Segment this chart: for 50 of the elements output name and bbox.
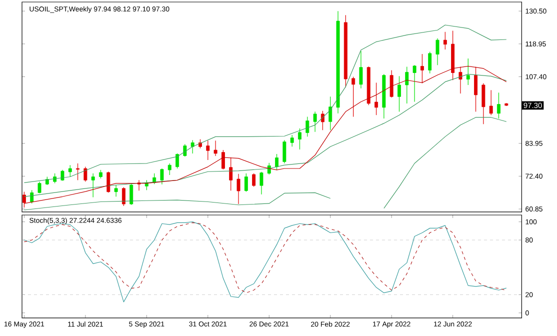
candlestick — [221, 150, 225, 170]
candlestick — [122, 186, 126, 206]
line-series — [24, 24, 507, 184]
candlestick — [91, 173, 95, 198]
candlestick — [214, 140, 218, 156]
candlestick — [168, 163, 172, 176]
candlestick — [390, 70, 394, 98]
candlestick — [190, 140, 194, 154]
candlestick — [489, 90, 493, 116]
candlestick — [252, 173, 256, 187]
candlestick — [282, 140, 286, 164]
candlestick — [359, 50, 363, 89]
candlestick — [482, 82, 486, 124]
candlestick — [352, 76, 356, 118]
candlestick — [160, 168, 164, 185]
candlestick — [298, 128, 302, 150]
candlestick — [206, 140, 210, 160]
candlestick — [244, 173, 248, 192]
candlestick — [290, 134, 294, 147]
candlestick — [412, 64, 416, 102]
candlestick — [497, 92, 500, 119]
candlestick — [76, 163, 80, 180]
candlestick — [30, 190, 34, 204]
candlestick — [405, 66, 409, 104]
candlestick — [428, 51, 432, 74]
candlestick — [183, 144, 187, 157]
candlestick — [313, 111, 317, 132]
candlestick — [420, 54, 424, 84]
candlestick — [106, 171, 110, 193]
candlestick — [114, 184, 118, 197]
candlestick — [68, 164, 72, 178]
candlestick — [130, 184, 134, 206]
candlestick — [328, 96, 332, 130]
candlestick — [176, 153, 180, 169]
candlestick — [443, 32, 447, 50]
candlestick — [466, 58, 470, 86]
candlestick — [275, 154, 278, 170]
candlestick — [229, 157, 233, 191]
candlestick — [320, 110, 324, 130]
candlestick — [374, 82, 378, 116]
candlestick — [436, 38, 440, 66]
candlestick — [474, 66, 478, 112]
candlestick — [53, 173, 57, 184]
candlestick — [236, 174, 240, 204]
candlestick — [458, 66, 462, 94]
candlestick — [84, 166, 88, 182]
candlestick — [22, 192, 26, 208]
candlestick — [260, 172, 264, 195]
candlestick — [398, 76, 401, 112]
candlestick — [306, 116, 310, 137]
